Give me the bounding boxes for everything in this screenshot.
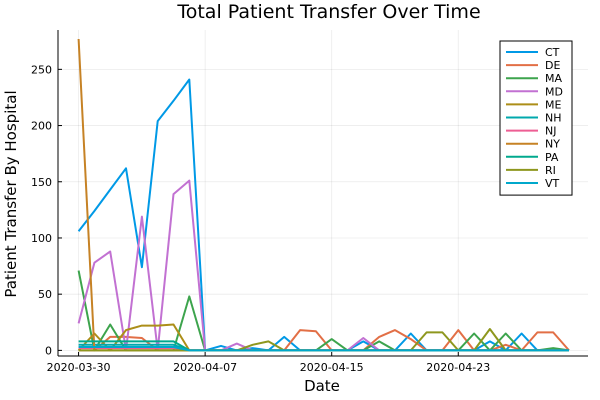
legend-label-nj: NJ — [545, 125, 556, 138]
x-tick-label: 2020-03-30 — [47, 361, 111, 374]
legend-label-vt: VT — [545, 177, 560, 190]
x-tick-label: 2020-04-23 — [426, 361, 490, 374]
y-axis-title: Patient Transfer By Hospital — [2, 90, 20, 297]
grid-lines — [58, 30, 588, 356]
tick-labels: 0 50 100 150 200 250 2020-03-30 2020-04-07 2020-… — [31, 63, 490, 374]
legend-label-pa: PA — [545, 151, 559, 164]
y-tick-label: 150 — [31, 176, 52, 189]
y-tick-label: 100 — [31, 232, 52, 245]
y-tick-label: 0 — [45, 344, 52, 357]
y-tick-label: 250 — [31, 63, 52, 76]
y-tick-label: 200 — [31, 120, 52, 133]
y-tick-label: 50 — [38, 288, 52, 301]
axes — [57, 30, 588, 357]
x-axis-title: Date — [304, 377, 340, 395]
x-tick-label: 2020-04-15 — [300, 361, 364, 374]
x-tick-label: 2020-04-07 — [173, 361, 237, 374]
legend-label-de: DE — [545, 59, 560, 72]
legend-label-md: MD — [545, 85, 563, 98]
legend-label-nh: NH — [545, 112, 562, 125]
legend-label-me: ME — [545, 98, 561, 111]
series-line-vt — [78, 346, 569, 352]
legend-label-ri: RI — [545, 164, 556, 177]
chart-title: Total Patient Transfer Over Time — [176, 1, 480, 23]
series-lines — [77, 38, 570, 352]
legend-label-ny: NY — [545, 138, 560, 151]
legend-label-ct: CT — [545, 46, 560, 59]
legend-label-ma: MA — [545, 72, 562, 85]
